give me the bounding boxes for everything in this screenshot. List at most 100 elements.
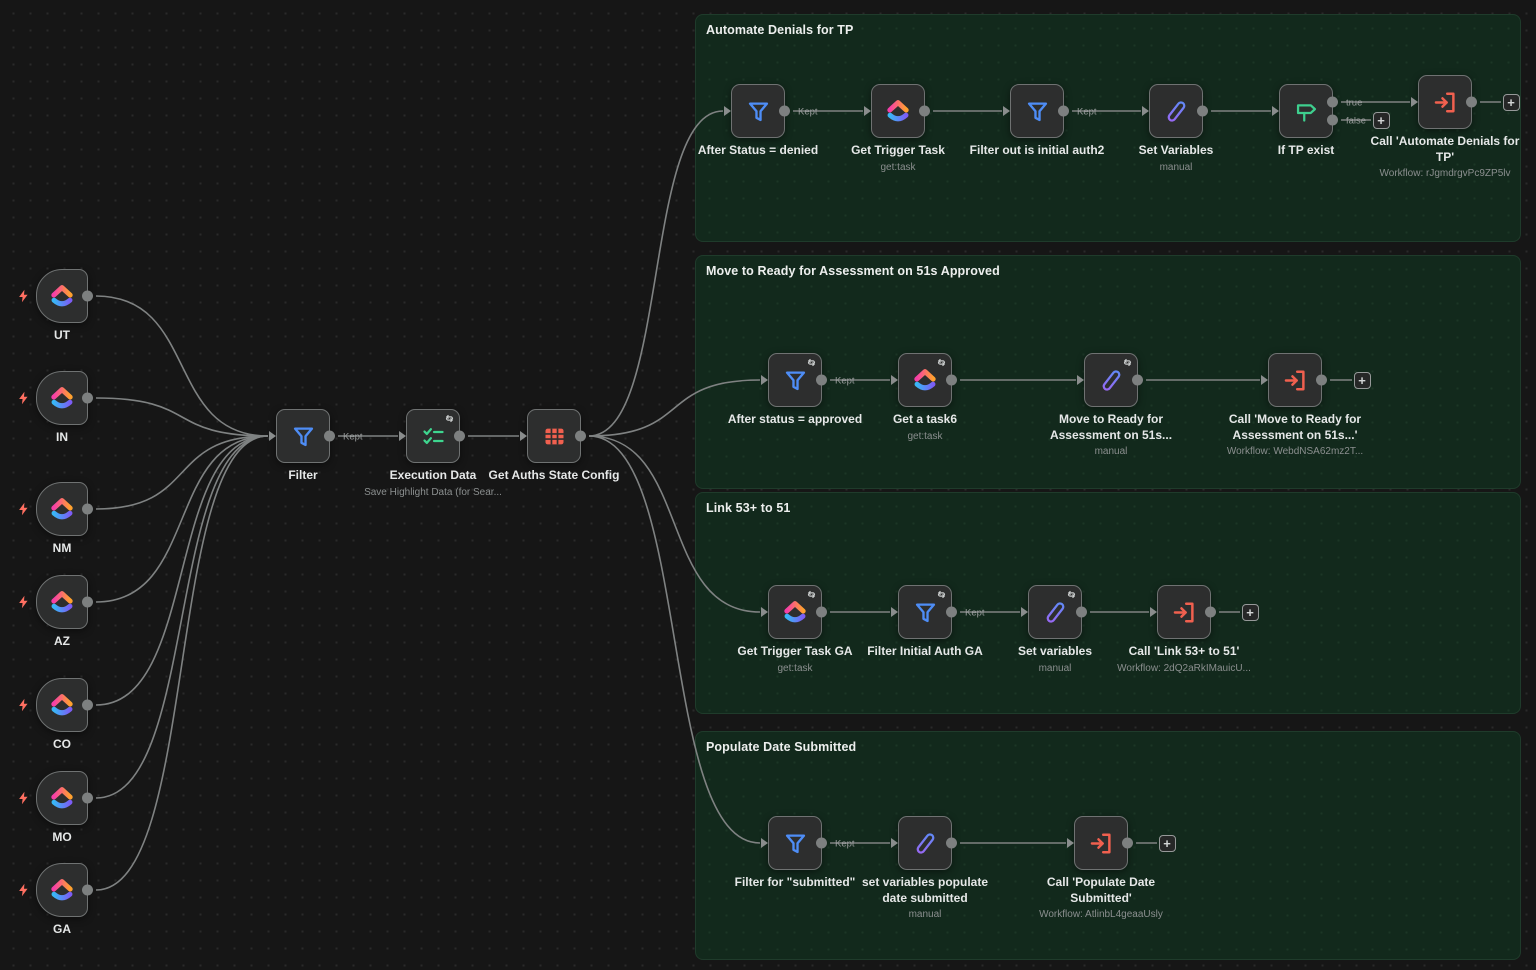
output-port[interactable] (946, 374, 957, 386)
group-link-53-to-51[interactable]: Link 53+ to 51 (695, 492, 1521, 714)
input-port[interactable] (761, 375, 768, 385)
input-port[interactable] (1142, 106, 1149, 116)
output-port[interactable] (1132, 374, 1143, 386)
output-port[interactable] (816, 837, 827, 849)
connection-authcfg-g3n1[interactable] (588, 435, 761, 613)
output-port[interactable] (575, 430, 586, 442)
output-port-false[interactable] (1327, 114, 1338, 126)
clickup-icon (48, 876, 76, 904)
input-port[interactable] (1067, 838, 1074, 848)
group-move-to-ready-for-assessment-on-51s-approved[interactable]: Move to Ready for Assessment on 51s Appr… (695, 255, 1521, 489)
node-az[interactable]: AZ (19, 575, 93, 648)
output-port[interactable] (1197, 105, 1208, 117)
add-node-button[interactable]: + (1158, 834, 1176, 852)
connection-ga-filter[interactable] (95, 435, 269, 891)
output-port[interactable] (1058, 105, 1069, 117)
output-port[interactable] (1466, 96, 1477, 108)
connection-nm-filter[interactable] (95, 435, 269, 510)
input-port[interactable] (1150, 607, 1157, 617)
add-node-button[interactable]: + (1502, 93, 1520, 111)
node-move-to-ready-for-assessment-on-51s[interactable]: Move to Ready for Assessment on 51s... ma… (1050, 353, 1172, 457)
input-port[interactable] (1261, 375, 1268, 385)
input-port[interactable] (864, 106, 871, 116)
output-port-true[interactable] (1327, 96, 1338, 108)
output-port[interactable] (82, 503, 93, 515)
output-port[interactable] (82, 792, 93, 804)
output-port[interactable] (1076, 606, 1087, 618)
output-port[interactable] (919, 105, 930, 117)
node-if-tp-exist[interactable]: If TP exist (1272, 84, 1338, 157)
output-port[interactable] (816, 374, 827, 386)
node-filter-initial-auth-ga[interactable]: Filter Initial Auth GA (867, 585, 983, 658)
output-port[interactable] (324, 430, 335, 442)
output-port[interactable] (82, 596, 93, 608)
group-title: Automate Denials for TP (706, 23, 854, 37)
output-port[interactable] (779, 105, 790, 117)
add-node-button[interactable]: + (1353, 371, 1371, 389)
add-node-button[interactable]: + (1372, 111, 1390, 129)
input-port[interactable] (1003, 106, 1010, 116)
input-port[interactable] (399, 431, 406, 441)
output-port[interactable] (82, 884, 93, 896)
input-port[interactable] (761, 838, 768, 848)
node-after-status-approved[interactable]: After status = approved (728, 353, 862, 426)
connection-az-filter[interactable] (95, 435, 269, 603)
input-port[interactable] (520, 431, 527, 441)
output-port[interactable] (82, 392, 93, 404)
output-port[interactable] (454, 430, 465, 442)
clickup-icon (48, 784, 76, 812)
input-port[interactable] (891, 838, 898, 848)
node-get-trigger-task-ga[interactable]: Get Trigger Task GA get:task (737, 585, 853, 674)
filter-icon (290, 423, 317, 450)
connection-mo-filter[interactable] (95, 435, 269, 799)
connection-authcfg-g1n1[interactable] (588, 110, 724, 437)
input-port[interactable] (269, 431, 276, 441)
node-ga[interactable]: GA (19, 863, 93, 936)
output-port[interactable] (82, 699, 93, 711)
node-nm[interactable]: NM (19, 482, 93, 555)
input-port[interactable] (891, 607, 898, 617)
input-port[interactable] (891, 375, 898, 385)
connection-in-filter[interactable] (95, 397, 269, 437)
output-port[interactable] (1122, 837, 1133, 849)
node-call-populate-date-submitted[interactable]: Call 'Populate Date Submitted' Workflow: … (1039, 816, 1163, 920)
node-ut[interactable]: UT (19, 269, 93, 342)
node-filter[interactable]: Filter (269, 409, 335, 482)
group-populate-date-submitted[interactable]: Populate Date Submitted (695, 731, 1521, 960)
node-co[interactable]: CO (19, 678, 93, 751)
node-in[interactable]: IN (19, 371, 93, 444)
connection-authcfg-g2n1[interactable] (588, 379, 761, 437)
input-port[interactable] (1411, 97, 1418, 107)
node-get-a-task6[interactable]: Get a task6 get:task (891, 353, 957, 442)
output-port[interactable] (946, 606, 957, 618)
node-filter-for-submitted[interactable]: Filter for "submitted" (735, 816, 855, 889)
output-port[interactable] (946, 837, 957, 849)
node-get-trigger-task[interactable]: Get Trigger Task get:task (851, 84, 945, 173)
output-port[interactable] (1316, 374, 1327, 386)
input-port[interactable] (1077, 375, 1084, 385)
node-set-variables[interactable]: Set variables manual (1018, 585, 1092, 674)
node-call-move-to-ready-for-assessment-on-51s[interactable]: Call 'Move to Ready for Assessment on 51… (1227, 353, 1363, 457)
node-mo[interactable]: MO (19, 771, 93, 844)
input-port[interactable] (1272, 106, 1279, 116)
connection-co-filter[interactable] (95, 435, 269, 706)
connection-authcfg-g4n1[interactable] (588, 435, 761, 844)
output-port[interactable] (82, 290, 93, 302)
node-execution-data[interactable]: Execution Data Save Highlight Data (for S… (364, 409, 502, 498)
input-port[interactable] (761, 607, 768, 617)
node-call-link-53-to-51[interactable]: Call 'Link 53+ to 51' Workflow: 2dQ2aRkIM… (1117, 585, 1251, 674)
node-get-auths-state-config[interactable]: Get Auths State Config (489, 409, 619, 482)
input-port[interactable] (724, 106, 731, 116)
node-call-automate-denials-for-tp[interactable]: Call 'Automate Denials for TP' Workflow: … (1371, 75, 1519, 179)
node-after-status-denied[interactable]: After Status = denied (698, 84, 818, 157)
node-set-variables-populate-date-submitted[interactable]: set variables populate date submitted man… (862, 816, 988, 920)
connection-ut-filter[interactable] (95, 295, 269, 437)
output-port[interactable] (1205, 606, 1216, 618)
node-filter-out-is-initial-auth2[interactable]: Filter out is initial auth2 (970, 84, 1104, 157)
node-set-variables[interactable]: Set Variables manual (1139, 84, 1213, 173)
output-port[interactable] (816, 606, 827, 618)
add-node-button[interactable]: + (1241, 603, 1259, 621)
filter-icon (782, 367, 809, 394)
input-port[interactable] (1021, 607, 1028, 617)
